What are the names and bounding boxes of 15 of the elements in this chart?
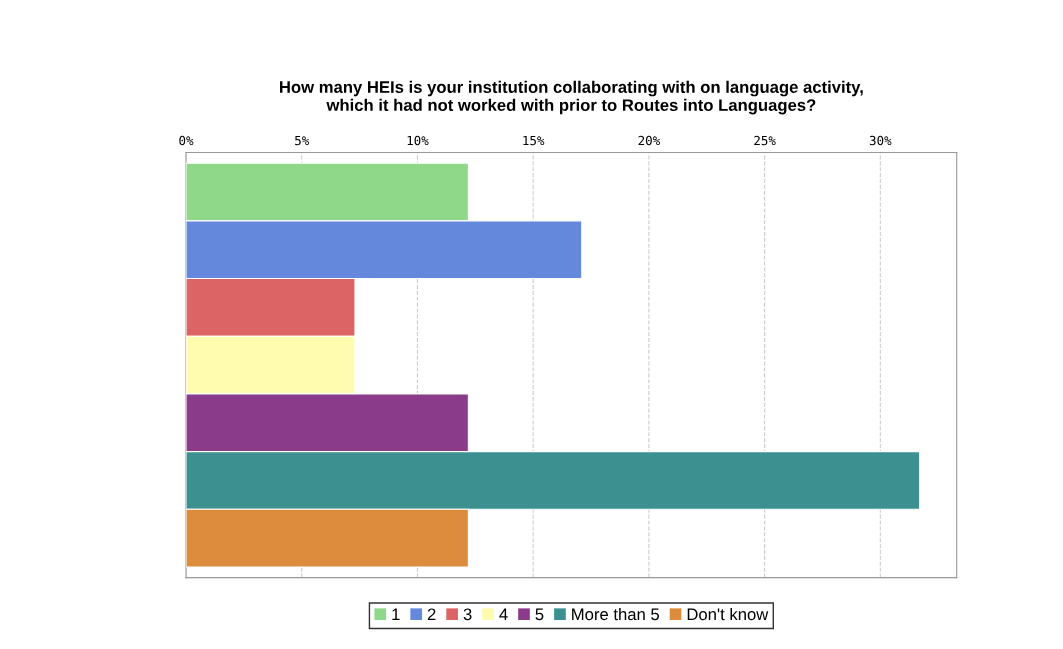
x-tick-label: 15% bbox=[523, 135, 545, 146]
legend-label: 1 bbox=[392, 608, 400, 621]
x-tick-label: 5% bbox=[295, 135, 310, 146]
chart-title: How many HEIs is your institution collaborating with on language activity, which it had not worked with prior to Routes into Languages? bbox=[280, 80, 863, 115]
x-tick-label: 10% bbox=[407, 135, 429, 146]
x-tick-label: 30% bbox=[869, 135, 892, 146]
x-tick-label: 25% bbox=[754, 135, 776, 146]
x-tick-label: 0% bbox=[179, 135, 194, 146]
x-tick-label: 20% bbox=[638, 135, 660, 146]
legend-label: 2 bbox=[427, 608, 436, 621]
legend-label: 5 bbox=[535, 608, 544, 621]
legend-label: More than 5 bbox=[572, 607, 660, 621]
legend-label: 4 bbox=[499, 608, 508, 621]
legend-label: 3 bbox=[463, 608, 472, 621]
legend-label: Don't know bbox=[687, 607, 769, 621]
